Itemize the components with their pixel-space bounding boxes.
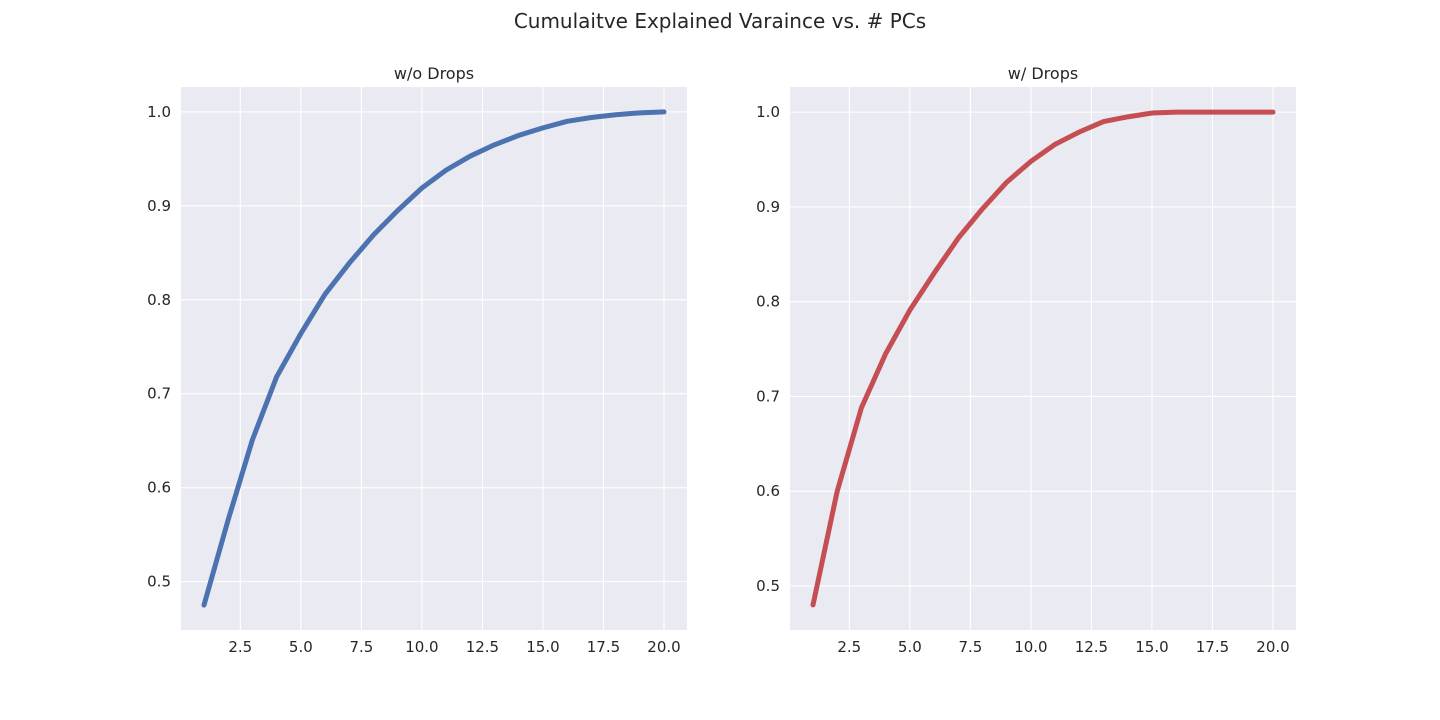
data-point (1198, 110, 1203, 115)
data-point (298, 331, 303, 336)
y-tick-label: 1.0 (756, 103, 780, 121)
x-tick-label: 17.5 (587, 638, 620, 656)
data-point (347, 261, 352, 266)
data-point (613, 112, 618, 117)
y-tick-label: 0.5 (756, 577, 780, 595)
data-point (1125, 114, 1130, 119)
data-point (250, 437, 255, 442)
data-point (226, 517, 231, 522)
x-tick-label: 10.0 (405, 638, 438, 656)
y-tick-label: 0.5 (147, 573, 171, 591)
data-point (956, 236, 961, 241)
data-point (274, 374, 279, 379)
series-line-without-drops (201, 109, 667, 608)
data-point (516, 133, 521, 138)
data-point (637, 110, 642, 115)
x-tick-label: 7.5 (958, 638, 982, 656)
x-tick-label: 15.0 (1135, 638, 1168, 656)
data-point (932, 271, 937, 276)
y-tick-label: 0.7 (756, 387, 780, 405)
data-point (1174, 110, 1179, 115)
data-point (492, 142, 497, 147)
x-tick-label: 2.5 (837, 638, 861, 656)
panel-without-drops: 2.5 5.0 7.5 10.0 12.5 15.0 17.5 20.0 0.5 0.6 0.7 0.… (147, 64, 687, 656)
data-point (662, 109, 667, 114)
y-tick-label: 0.6 (756, 482, 780, 500)
panel-title-without-drops: w/o Drops (394, 64, 474, 83)
data-point (323, 292, 328, 297)
data-point (1246, 110, 1251, 115)
y-tick-label: 0.9 (756, 198, 780, 216)
y-tick-label: 0.7 (147, 385, 171, 403)
x-tick-label: 7.5 (349, 638, 373, 656)
x-tick-label: 12.5 (466, 638, 499, 656)
data-point (444, 168, 449, 173)
plot-area-with-drops (790, 87, 1296, 630)
figure-title: Cumulaitve Explained Varaince vs. # PCs (513, 9, 927, 33)
data-point (1149, 111, 1154, 116)
data-point (419, 185, 424, 190)
data-point (1053, 142, 1058, 147)
x-tick-label: 5.0 (289, 638, 313, 656)
y-tick-label: 0.9 (147, 197, 171, 215)
y-tick-label: 0.8 (756, 293, 780, 311)
x-tick-label: 10.0 (1014, 638, 1047, 656)
y-tick-label: 0.8 (147, 291, 171, 309)
data-point (907, 308, 912, 313)
y-tick-label: 0.6 (147, 479, 171, 497)
data-point (202, 603, 207, 608)
data-point (1077, 130, 1082, 135)
y-tick-label: 1.0 (147, 103, 171, 121)
panel-title-with-drops: w/ Drops (1008, 64, 1078, 83)
data-point (835, 489, 840, 494)
data-point (1028, 159, 1033, 164)
data-point (589, 115, 594, 120)
data-point (811, 602, 816, 607)
data-point (883, 351, 888, 356)
panel-with-drops: 2.5 5.0 7.5 10.0 12.5 15.0 17.5 20.0 0.5 0.6 0.7 0.… (756, 64, 1296, 656)
data-point (371, 232, 376, 237)
series-line-with-drops (810, 109, 1276, 608)
data-point (1101, 119, 1106, 124)
data-point (565, 119, 570, 124)
x-tick-label: 20.0 (1256, 638, 1289, 656)
plot-area-without-drops (181, 87, 687, 630)
data-point (859, 405, 864, 410)
data-point (468, 154, 473, 159)
data-point (395, 208, 400, 213)
data-point (980, 206, 985, 211)
data-point (1222, 110, 1227, 115)
x-tick-label: 17.5 (1196, 638, 1229, 656)
data-point (1004, 180, 1009, 185)
data-point (540, 125, 545, 130)
data-point (1271, 110, 1276, 115)
x-tick-label: 15.0 (526, 638, 559, 656)
x-tick-label: 20.0 (647, 638, 680, 656)
x-tick-label: 2.5 (228, 638, 252, 656)
x-tick-label: 12.5 (1075, 638, 1108, 656)
x-tick-label: 5.0 (898, 638, 922, 656)
